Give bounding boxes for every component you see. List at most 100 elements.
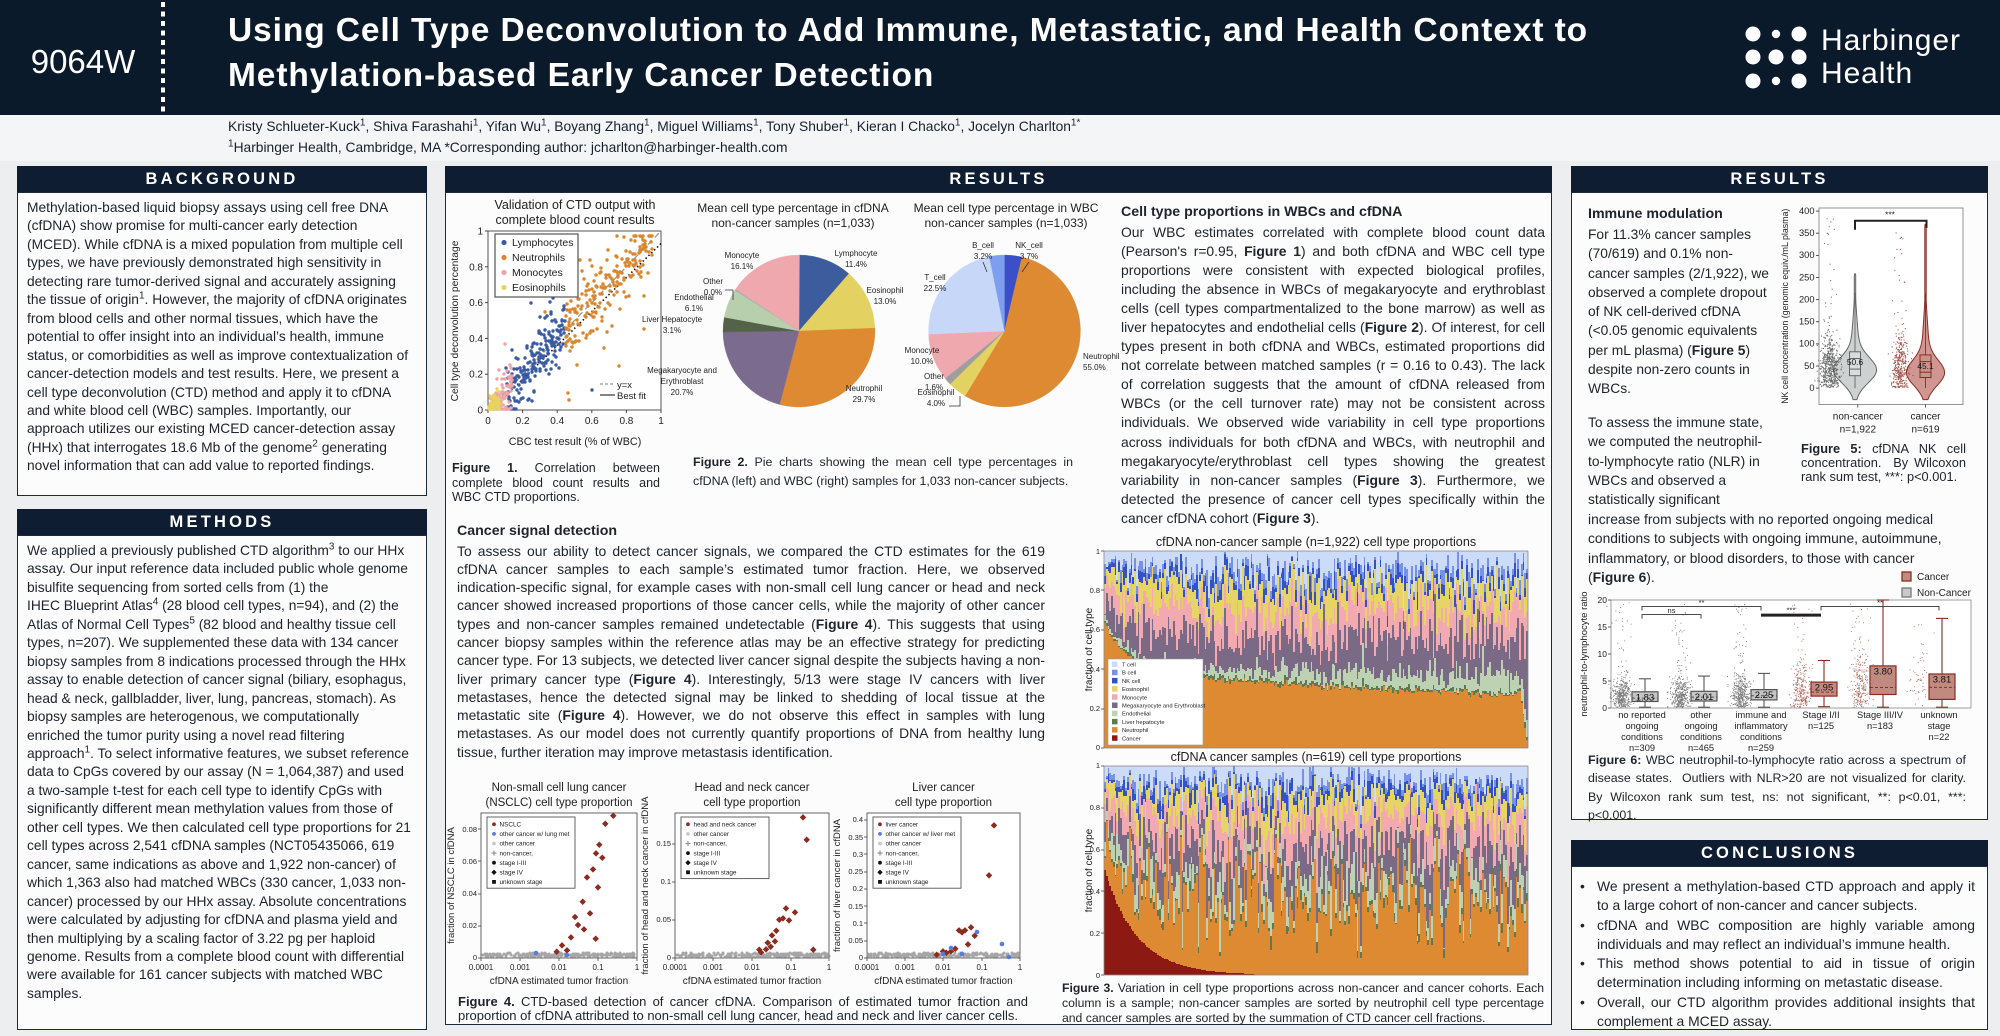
svg-text:0.01: 0.01 [551,963,567,972]
svg-text:300: 300 [1799,250,1815,260]
svg-text:T_cell: T_cell [924,273,946,282]
svg-text:50: 50 [1804,361,1814,371]
svg-text:y=x: y=x [617,380,632,391]
svg-text:0.01: 0.01 [935,963,951,972]
svg-text:stage IV: stage IV [694,860,718,867]
svg-text:250: 250 [1799,272,1815,282]
svg-text:1: 1 [1018,963,1023,972]
svg-text:T cell: T cell [1122,663,1136,669]
svg-text:0.0001: 0.0001 [469,963,494,972]
svg-text:Head and neck cancer: Head and neck cancer [694,782,809,794]
svg-text:0.35: 0.35 [848,833,863,842]
svg-text:22.5%: 22.5% [924,284,947,293]
svg-text:0.1: 0.1 [976,963,988,972]
svg-text:1: 1 [1096,547,1100,556]
svg-text:0: 0 [1096,971,1100,980]
svg-text:B cell: B cell [1122,671,1136,677]
svg-text:200: 200 [1799,294,1815,304]
svg-text:cfDNA non-cancer sample (n=1,9: cfDNA non-cancer sample (n=1,922) cell t… [1156,535,1476,549]
svg-text:0.1: 0.1 [592,963,604,972]
svg-text:13.0%: 13.0% [874,297,897,306]
svg-text:4.0%: 4.0% [927,399,945,408]
svg-text:1.6%: 1.6% [925,383,943,392]
svg-text:ns: ns [1668,606,1676,615]
svg-text:1: 1 [477,227,483,238]
svg-text:stage IV: stage IV [886,870,910,877]
svg-text:50.6: 50.6 [1847,357,1864,367]
svg-text:cfDNA estimated tumor fraction: cfDNA estimated tumor fraction [874,976,1012,987]
svg-text:inflammatory: inflammatory [1734,721,1788,731]
svg-text:non-cancer,: non-cancer, [886,850,920,857]
svg-text:***: *** [1885,210,1896,220]
svg-text:0.3: 0.3 [853,850,863,859]
svg-text:Stage I/II: Stage I/II [1802,710,1839,720]
svg-text:0.6: 0.6 [585,416,599,427]
svg-text:ongoing: ongoing [1684,721,1717,731]
svg-text:6.1%: 6.1% [685,304,703,313]
svg-text:3.7%: 3.7% [1020,252,1038,261]
svg-text:Neutrophil: Neutrophil [1122,728,1148,734]
svg-text:Monocyte: Monocyte [905,346,940,355]
svg-text:0: 0 [1096,743,1100,752]
svg-text:Other: Other [703,277,723,286]
svg-text:cfDNA estimated tumor fraction: cfDNA estimated tumor fraction [490,976,628,987]
svg-text:conditions: conditions [1680,732,1722,742]
svg-text:Erythroblast: Erythroblast [661,377,704,386]
svg-text:Endothelial: Endothelial [1122,712,1151,718]
svg-text:n=1,922: n=1,922 [1840,425,1877,436]
svg-text:45.1: 45.1 [1917,361,1934,371]
svg-text:non-cancer,: non-cancer, [500,850,534,857]
svg-text:non-cancer,: non-cancer, [694,841,728,848]
svg-text:0.25: 0.25 [848,867,863,876]
svg-text:complete blood count results: complete blood count results [495,213,654,227]
svg-text:Best fit: Best fit [617,391,646,402]
svg-text:0.8: 0.8 [1090,586,1100,595]
svg-text:2.95: 2.95 [1815,683,1834,694]
svg-text:stage I-III: stage I-III [886,860,913,867]
svg-text:Cancer: Cancer [1122,736,1141,742]
svg-text:fraction of cell type: fraction of cell type [1085,607,1095,691]
svg-text:0: 0 [859,953,863,962]
svg-text:0.2: 0.2 [853,884,863,893]
svg-text:0.001: 0.001 [703,963,724,972]
svg-text:0.4: 0.4 [469,334,483,345]
svg-text:0.4: 0.4 [550,416,564,427]
svg-text:0.1: 0.1 [661,877,671,886]
svg-text:0.02: 0.02 [462,921,477,930]
svg-text:0.8: 0.8 [1090,803,1100,812]
svg-text:Eosinophil: Eosinophil [1122,687,1149,693]
svg-text:NSCLC: NSCLC [500,822,522,829]
svg-text:3.80: 3.80 [1874,666,1893,677]
svg-text:2.01: 2.01 [1695,692,1714,703]
svg-text:Eosinophils: Eosinophils [512,282,566,294]
svg-text:Health: Health [1821,57,1913,90]
svg-text:3.81: 3.81 [1933,675,1952,686]
svg-text:0.01: 0.01 [744,963,760,972]
svg-text:0.15: 0.15 [656,839,671,848]
svg-text:0.4: 0.4 [1090,665,1100,674]
svg-text:0.001: 0.001 [895,963,916,972]
svg-text:Monocyte: Monocyte [1122,695,1147,701]
svg-text:0.2: 0.2 [469,370,483,381]
svg-text:unknown stage: unknown stage [886,879,929,886]
svg-text:Non-small cell lung cancer: Non-small cell lung cancer [492,782,627,794]
svg-text:0.0%: 0.0% [704,288,722,297]
svg-text:**: ** [1877,598,1883,607]
svg-text:Mean cell type percentage in c: Mean cell type percentage in cfDNA [697,201,888,215]
svg-text:Validation of CTD output with: Validation of CTD output with [495,198,656,212]
svg-text:0: 0 [477,406,483,417]
svg-text:unknown: unknown [1920,710,1957,720]
svg-text:0.001: 0.001 [510,963,531,972]
svg-text:0.2: 0.2 [1090,704,1100,713]
svg-text:20.7%: 20.7% [671,388,694,397]
svg-text:immune and: immune and [1735,710,1786,720]
svg-text:cfDNA estimated tumor fraction: cfDNA estimated tumor fraction [683,976,821,987]
svg-text:other cancer w/ lung met: other cancer w/ lung met [500,831,570,838]
svg-text:conditions: conditions [1621,732,1663,742]
svg-text:Monocytes: Monocytes [512,267,563,279]
svg-text:n=619: n=619 [1911,425,1940,436]
svg-text:Cancer: Cancer [1917,572,1950,583]
svg-text:fraction of cell type: fraction of cell type [1085,828,1095,912]
svg-text:n=22: n=22 [1929,732,1950,742]
svg-text:350: 350 [1799,228,1815,238]
